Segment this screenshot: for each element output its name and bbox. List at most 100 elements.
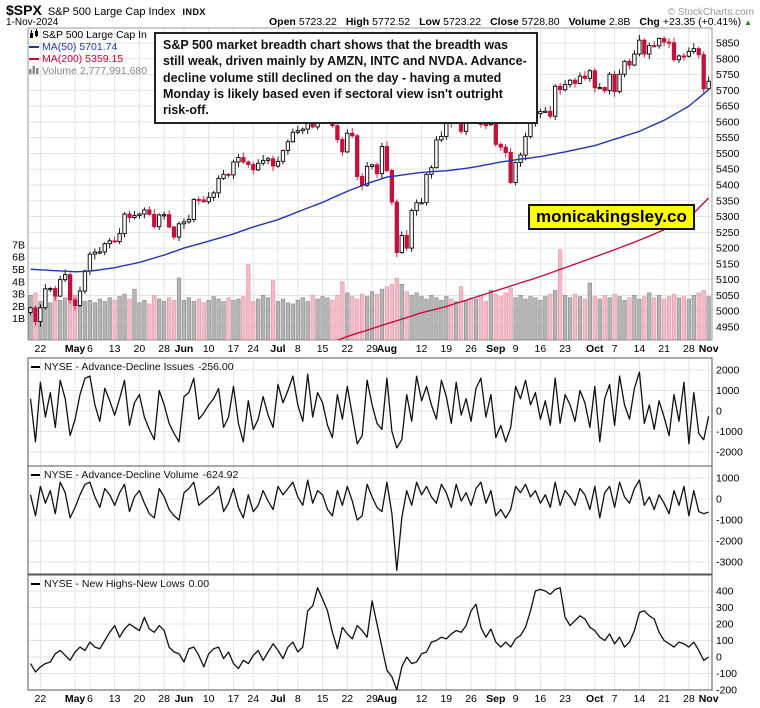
legend-ma200-label: MA(200) 5359.15 (42, 53, 124, 65)
indicator-axis-label: 400 (716, 586, 734, 598)
date-axis-label: 13 (109, 343, 121, 355)
indicator-axis-label: -3000 (716, 557, 743, 569)
watermark-badge: monicakingsley.co (528, 204, 695, 230)
quote-row: 1-Nov-2024 Open 5723.22 High 5772.52 Low 5723… (6, 16, 752, 28)
panel-last-value: 0.00 (188, 578, 210, 590)
date-axis-label: 22 (35, 343, 47, 355)
price-axis-label: 5100 (716, 274, 740, 286)
indicator-axis-label: 0 (716, 406, 722, 418)
indicator-axis-label: -2000 (716, 536, 743, 548)
date-axis-label: Nov (699, 693, 719, 705)
date-axis-label: Oct (586, 343, 604, 355)
volume-axis-label: 4B (12, 276, 25, 288)
date-axis-label: 10 (203, 343, 215, 355)
panel-last-value: -624.92 (202, 469, 239, 481)
quote-label: Volume (568, 15, 606, 28)
price-axis-label: 5000 (716, 306, 740, 318)
panel-label: NYSE - Advance-Decline Volume (44, 469, 199, 481)
date-axis-label: 28 (158, 343, 170, 355)
panel-title-ad-issues: NYSE - Advance-Decline Issues -256.00 (31, 361, 234, 373)
date-axis-label: 7 (612, 693, 618, 705)
date-axis-label: 10 (203, 693, 215, 705)
ma50-line-icon (29, 46, 39, 48)
indicator-line (29, 479, 709, 572)
price-axis-label: 5250 (716, 227, 740, 239)
quote-value: 5728.80 (521, 15, 560, 28)
date-axis-label: 12 (416, 343, 428, 355)
price-axis-label: 5350 (716, 195, 740, 207)
price-axis-label: 5500 (716, 148, 740, 160)
date-axis-label: 20 (134, 693, 146, 705)
date-axis-label: 24 (247, 343, 259, 355)
date-axis-label: 29 (366, 343, 378, 355)
date-axis-label: 20 (134, 343, 146, 355)
date-axis-label: 7 (612, 343, 618, 355)
price-axis-label: 5400 (716, 180, 740, 192)
date-axis-label: Oct (586, 693, 604, 705)
legend-price-label: S&P 500 Large Cap In (42, 29, 147, 41)
stockcharts-copyright-link[interactable]: © StockCharts.com (667, 7, 754, 18)
date-axis-label: Nov (699, 343, 719, 355)
date-axis-label: 19 (440, 343, 452, 355)
price-axis-label: 5450 (716, 164, 740, 176)
panel-label: NYSE - New Highs-New Lows (44, 578, 185, 590)
symbol: $SPX (6, 2, 42, 18)
date-axis-label: 28 (683, 693, 695, 705)
date-axis-label: 16 (535, 343, 547, 355)
price-axis-label: 5300 (716, 211, 740, 223)
date-axis-label: 13 (109, 693, 121, 705)
date-axis-label: 12 (416, 693, 428, 705)
legend-ma50-row: MA(50) 5701.74 (29, 41, 147, 53)
date-axis-label: Sep (486, 343, 505, 355)
indicator-axis-label: -1000 (716, 515, 743, 527)
indicator-axis-label: 0 (716, 652, 722, 664)
legend-ma50-label: MA(50) 5701.74 (42, 41, 118, 53)
date-axis-label: 6 (87, 693, 93, 705)
indicator-axis-label: 200 (716, 619, 734, 631)
quote-date: 1-Nov-2024 (6, 16, 59, 28)
date-axis-label: 15 (317, 343, 329, 355)
volume-axis-label: 5B (12, 264, 25, 276)
indicator-axis-label: 2000 (716, 365, 740, 377)
legend-volume-label: Volume 2,777,991,680 (42, 65, 148, 77)
date-axis-label: 9 (513, 693, 519, 705)
quote-fields: Open 5723.22 High 5772.52 Low 5723.22 Close 572… (260, 16, 752, 28)
date-axis-label: 6 (87, 343, 93, 355)
line-series-icon (31, 474, 40, 476)
date-axis-label: 22 (35, 693, 47, 705)
line-series-icon (31, 583, 40, 585)
date-axis-label: 8 (295, 343, 301, 355)
exchange-tag: INDX (182, 7, 206, 17)
price-axis-label: 5050 (716, 290, 740, 302)
date-axis-label: 23 (559, 693, 571, 705)
date-axis-label: 21 (658, 693, 670, 705)
quote-value: 5723.22 (443, 15, 482, 28)
indicator-axis-label: 1000 (716, 385, 740, 397)
quote-value: 2.8B (608, 15, 631, 28)
date-axis-label: 17 (228, 693, 240, 705)
indicator-axis-label: -100 (716, 668, 737, 680)
main-chart-legend: S&P 500 Large Cap In MA(50) 5701.74 MA(2… (29, 28, 148, 77)
panel-last-value: -256.00 (197, 361, 234, 373)
indicator-axis-label: 1000 (716, 473, 740, 485)
quote-label: Chg (639, 15, 660, 28)
chart-header: $SPX S&P 500 Large Cap Index INDX © Stoc… (6, 2, 754, 18)
date-axis-label: Aug (377, 343, 397, 355)
price-axis-label: 5150 (716, 258, 740, 270)
price-axis-label: 5800 (716, 53, 740, 65)
date-axis-label: 16 (535, 693, 547, 705)
date-axis-label: Aug (377, 693, 397, 705)
price-axis-label: 5200 (716, 243, 740, 255)
price-axis-label: 5700 (716, 85, 740, 97)
indicator-axis-label: -2000 (716, 447, 743, 459)
legend-ma200-row: MA(200) 5359.15 (29, 53, 147, 65)
volume-axis-label: 6B (12, 252, 25, 264)
date-axis-label: Sep (486, 693, 505, 705)
panel-label: NYSE - Advance-Decline Issues (44, 361, 194, 373)
quote-label: Low (419, 15, 441, 28)
price-axis-label: 5850 (716, 38, 740, 50)
candlestick-series-icon (29, 28, 39, 42)
date-axis-label: 14 (634, 343, 646, 355)
